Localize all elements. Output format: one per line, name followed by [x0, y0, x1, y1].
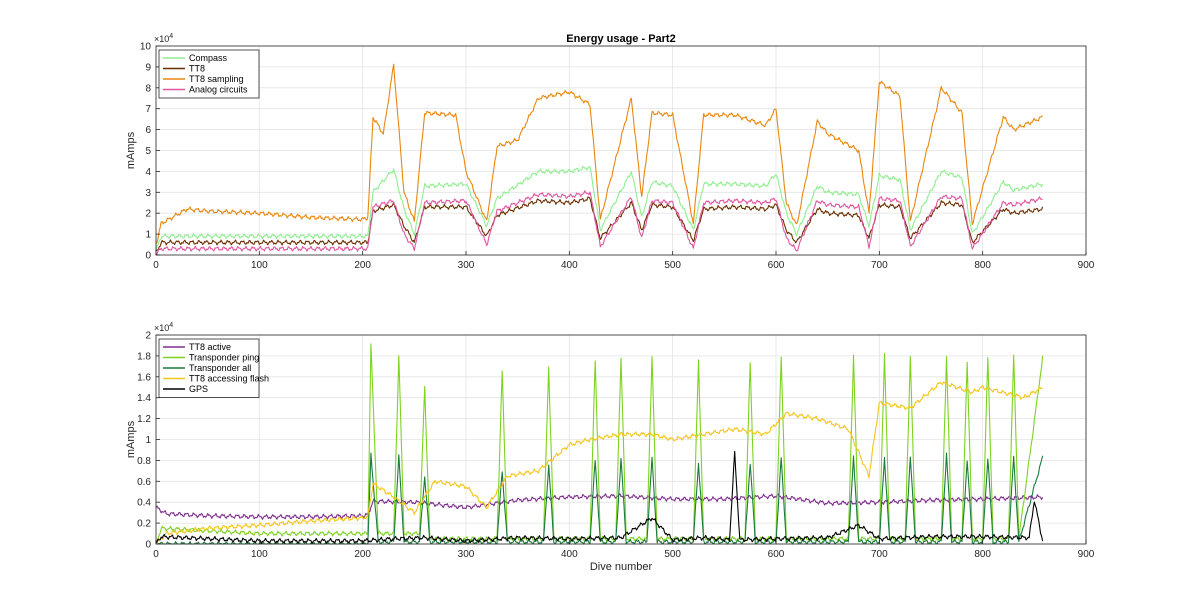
- legend-entry: TT8: [189, 64, 205, 74]
- x-tick-label: 600: [768, 549, 785, 560]
- x-tick-label: 500: [664, 549, 681, 560]
- energy-usage-part2-chart: 0 100 200 300 400 500 600 700 800 900 0 1 2 3 4 5 6 7 8 9 10…: [125, 33, 1095, 271]
- x-tick-label: 800: [974, 260, 991, 271]
- series-line-tt8: [155, 196, 1044, 252]
- y-tick-label: 4: [145, 167, 151, 178]
- x-tick-label: 200: [354, 549, 371, 560]
- y-tick-label: 0.6: [137, 477, 151, 488]
- x-axis-label: Dive number: [590, 561, 653, 573]
- x-tick-label: 200: [354, 260, 371, 271]
- x-tick-label: 800: [974, 549, 991, 560]
- y-tick-label: 10: [140, 42, 152, 53]
- y-tick-label: 0: [145, 540, 151, 551]
- x-tick-label: 700: [871, 260, 888, 271]
- x-tick-label: 500: [664, 260, 681, 271]
- x-tick-label: 300: [458, 549, 475, 560]
- y-tick-label: 2: [145, 209, 151, 220]
- y-tick-label: 6: [145, 125, 151, 136]
- y-tick-label: 1.6: [137, 372, 151, 383]
- series-line-transponder-ping: [155, 343, 1044, 543]
- y-axis-label: mAmps: [125, 131, 137, 169]
- chart-series-group: [155, 343, 1044, 545]
- y-tick-label: 5: [145, 146, 151, 157]
- y-tick-label: 2: [145, 331, 151, 342]
- legend-entry: TT8 sampling: [189, 74, 244, 84]
- y-axis-exponent: ×104: [154, 33, 173, 44]
- chart-series-group: [155, 63, 1044, 256]
- axis-ticks: 0 100 200 300 400 500 600 700 800 900 0 1 2 3 4 5 6 7 8 9 10: [140, 42, 1095, 272]
- y-tick-label: 0.2: [137, 519, 151, 530]
- series-line-tt8-sampling: [155, 63, 1043, 245]
- x-tick-label: 100: [251, 549, 268, 560]
- series-line-gps: [155, 450, 1044, 544]
- x-tick-label: 300: [458, 260, 475, 271]
- y-tick-label: 0.4: [137, 498, 151, 509]
- y-tick-label: 1.8: [137, 351, 151, 362]
- legend-entry: TT8 accessing flash: [189, 374, 269, 384]
- legend-entry: Analog circuits: [189, 85, 248, 95]
- energy-usage-secondary-chart: 0 100 200 300 400 500 600 700 800 900 0 0.2 0.4 0.6 0.…: [125, 322, 1095, 573]
- y-tick-label: 0: [145, 251, 151, 262]
- series-line-tt8-accessing-flash: [156, 381, 1043, 545]
- y-axis-exponent: ×104: [154, 322, 173, 333]
- x-tick-label: 900: [1078, 260, 1095, 271]
- legend-entry: Transponder all: [189, 363, 251, 373]
- x-tick-label: 700: [871, 549, 888, 560]
- y-tick-label: 1: [145, 230, 151, 241]
- x-tick-label: 0: [153, 549, 159, 560]
- legend-entry: Transponder ping: [189, 353, 259, 363]
- y-tick-label: 3: [145, 188, 151, 199]
- y-tick-label: 0.8: [137, 456, 151, 467]
- y-tick-label: 1.4: [137, 393, 151, 404]
- y-tick-label: 9: [145, 62, 151, 73]
- legend-entry: TT8 active: [189, 342, 231, 352]
- y-axis-label: mAmps: [125, 420, 137, 458]
- x-tick-label: 900: [1078, 549, 1095, 560]
- x-tick-label: 400: [561, 260, 578, 271]
- x-tick-label: 600: [768, 260, 785, 271]
- y-tick-label: 7: [145, 104, 151, 115]
- x-tick-label: 0: [153, 260, 159, 271]
- legend-entry: GPS: [189, 384, 208, 394]
- x-tick-label: 400: [561, 549, 578, 560]
- x-tick-label: 100: [251, 260, 268, 271]
- series-line-analog-circuits: [155, 190, 1043, 256]
- series-line-compass: [155, 165, 1044, 251]
- chart-title: Energy usage - Part2: [566, 33, 675, 45]
- y-tick-label: 1: [145, 435, 151, 446]
- legend-entry: Compass: [189, 53, 228, 63]
- y-tick-label: 1.2: [137, 414, 151, 425]
- y-tick-label: 8: [145, 83, 151, 94]
